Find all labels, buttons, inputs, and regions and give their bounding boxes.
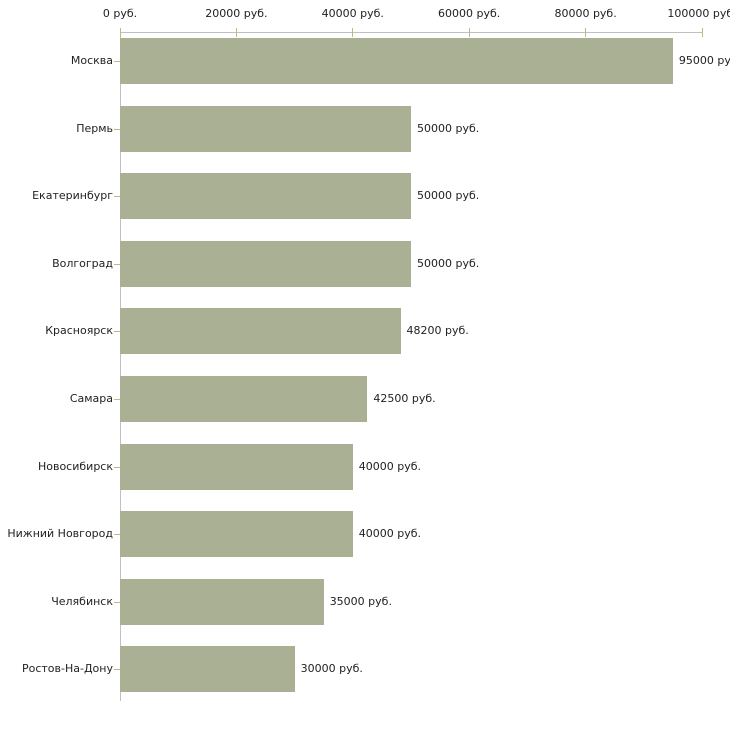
value-label: 40000 руб. <box>358 527 422 541</box>
category-label: Челябинск <box>51 594 113 608</box>
x-axis-tick <box>468 28 470 37</box>
category-tick <box>114 331 120 332</box>
bar <box>120 38 673 84</box>
x-axis-tick-label: 0 руб. <box>102 7 138 20</box>
category-tick <box>114 61 120 62</box>
value-label: 50000 руб. <box>417 121 480 135</box>
value-label: 30000 руб. <box>300 662 363 676</box>
y-axis-line <box>120 32 121 701</box>
x-axis-tick <box>119 28 121 37</box>
category-label: Пермь <box>76 121 113 135</box>
value-label: 48200 руб. <box>406 324 469 338</box>
x-axis-tick-label: 40000 руб. <box>321 7 384 20</box>
bar <box>120 240 411 287</box>
category-label: Самара <box>69 392 113 405</box>
category-tick <box>114 602 120 603</box>
x-axis-line <box>120 32 703 33</box>
bar <box>120 376 368 422</box>
value-label: 50000 руб. <box>417 256 480 270</box>
category-tick <box>114 264 120 265</box>
category-tick <box>114 399 120 400</box>
x-axis-tick <box>235 28 237 37</box>
category-tick <box>114 534 120 535</box>
x-axis-tick-label: 20000 руб. <box>205 7 268 20</box>
value-label: 35000 руб. <box>329 594 392 608</box>
category-label: Новосибирск <box>37 459 113 473</box>
category-tick <box>114 196 120 197</box>
bar <box>120 443 353 490</box>
category-tick <box>114 669 120 670</box>
x-axis-tick <box>352 28 354 37</box>
category-label: Екатеринбург <box>32 189 113 203</box>
value-label: 40000 руб. <box>358 459 422 473</box>
category-tick <box>114 129 120 130</box>
bar <box>120 511 353 558</box>
value-label: 42500 руб. <box>373 392 436 405</box>
x-axis-tick <box>585 28 587 37</box>
category-label: Ростов-На-Дону <box>21 662 113 676</box>
x-axis-tick-label: 100000 руб. <box>667 7 730 20</box>
x-axis-tick-label: 60000 руб. <box>438 7 501 20</box>
value-label: 50000 руб. <box>417 189 480 203</box>
bar <box>120 173 411 220</box>
bar <box>120 578 324 625</box>
x-axis-tick-label: 80000 руб. <box>554 7 617 20</box>
x-axis-tick <box>701 28 703 37</box>
value-label: 95000 руб. <box>678 54 730 67</box>
bar <box>120 646 295 693</box>
category-label: Москва <box>70 54 113 67</box>
bar <box>120 308 401 355</box>
category-label: Волгоград <box>52 256 113 270</box>
bar <box>120 105 411 152</box>
category-label: Нижний Новгород <box>7 527 113 541</box>
category-tick <box>114 467 120 468</box>
category-label: Красноярск <box>45 324 113 338</box>
